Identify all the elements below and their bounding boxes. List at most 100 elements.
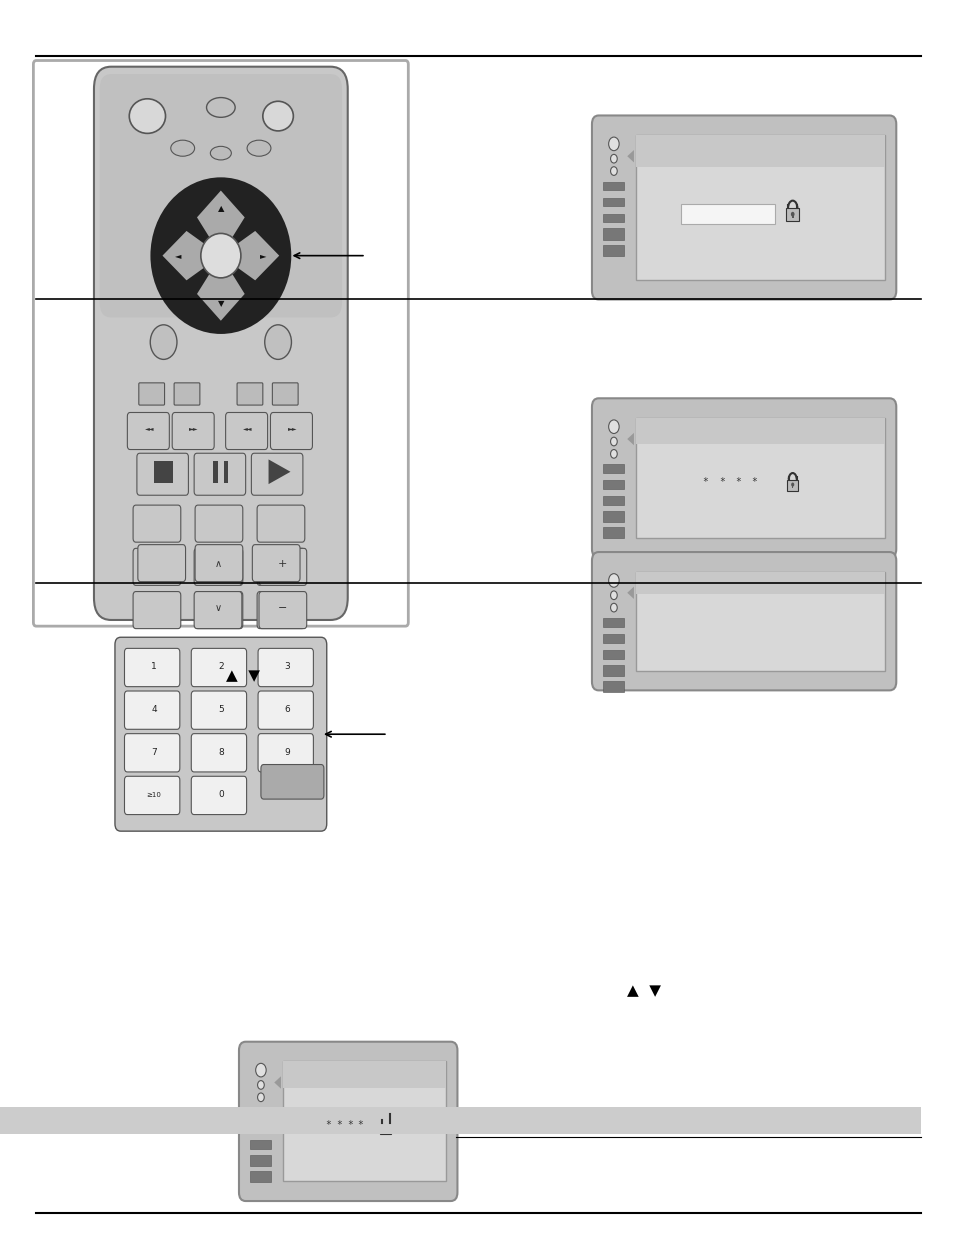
FancyBboxPatch shape (173, 383, 200, 405)
Polygon shape (196, 256, 244, 321)
Text: 1: 1 (151, 662, 157, 672)
FancyBboxPatch shape (138, 383, 164, 405)
Circle shape (610, 604, 617, 613)
Circle shape (610, 167, 617, 175)
FancyBboxPatch shape (124, 692, 179, 730)
FancyBboxPatch shape (591, 116, 896, 300)
Polygon shape (220, 231, 279, 280)
FancyBboxPatch shape (251, 453, 302, 495)
Text: 0: 0 (217, 790, 224, 799)
Ellipse shape (210, 147, 231, 161)
Bar (636, 136, 884, 167)
Circle shape (790, 483, 794, 487)
FancyBboxPatch shape (124, 648, 179, 687)
FancyBboxPatch shape (591, 552, 896, 690)
Bar (636, 417, 884, 538)
FancyBboxPatch shape (193, 453, 246, 495)
FancyBboxPatch shape (260, 764, 323, 799)
Circle shape (257, 1093, 264, 1102)
Text: ►►: ►► (190, 426, 198, 431)
FancyBboxPatch shape (256, 548, 304, 585)
Text: ◄: ◄ (174, 251, 181, 261)
FancyBboxPatch shape (99, 74, 341, 317)
Text: ▲: ▲ (217, 204, 224, 212)
Text: ▼: ▼ (217, 299, 224, 308)
Circle shape (610, 592, 617, 600)
FancyBboxPatch shape (132, 592, 180, 629)
Bar (602, 511, 624, 522)
Text: *: * (734, 477, 740, 487)
Ellipse shape (200, 233, 240, 278)
FancyBboxPatch shape (258, 548, 306, 585)
FancyBboxPatch shape (124, 777, 179, 815)
Bar (602, 618, 624, 626)
Text: 7: 7 (151, 747, 157, 757)
FancyBboxPatch shape (225, 412, 267, 450)
Bar (602, 228, 624, 240)
FancyBboxPatch shape (256, 592, 304, 629)
Text: 3: 3 (284, 662, 291, 672)
FancyBboxPatch shape (137, 545, 185, 582)
Text: 6: 6 (284, 705, 291, 714)
Circle shape (150, 325, 177, 359)
Circle shape (384, 1126, 387, 1130)
Bar (456, 1107, 920, 1134)
Circle shape (608, 137, 618, 151)
Text: *: * (718, 477, 724, 487)
Circle shape (610, 154, 617, 163)
Bar (791, 484, 793, 488)
Bar (0, 1107, 456, 1134)
Polygon shape (627, 587, 633, 599)
Bar (636, 417, 884, 445)
FancyBboxPatch shape (137, 453, 188, 495)
FancyBboxPatch shape (252, 545, 299, 582)
FancyBboxPatch shape (127, 412, 170, 450)
Text: ►►: ►► (288, 426, 296, 431)
Ellipse shape (152, 179, 290, 332)
FancyBboxPatch shape (33, 61, 408, 626)
Text: +: + (278, 559, 287, 569)
Text: ◄◄: ◄◄ (243, 426, 252, 431)
Bar (602, 214, 624, 222)
Ellipse shape (129, 99, 165, 133)
FancyBboxPatch shape (93, 67, 347, 620)
Bar (384, 1128, 386, 1131)
FancyBboxPatch shape (258, 592, 306, 629)
FancyBboxPatch shape (271, 412, 312, 450)
FancyBboxPatch shape (191, 692, 246, 730)
Bar (636, 136, 884, 280)
Bar (250, 1140, 272, 1149)
FancyBboxPatch shape (257, 734, 313, 772)
FancyBboxPatch shape (191, 734, 246, 772)
Text: 5: 5 (217, 705, 224, 714)
Text: *: * (702, 477, 708, 487)
Bar (602, 464, 624, 473)
FancyBboxPatch shape (273, 383, 297, 405)
Bar (786, 479, 798, 490)
Bar (602, 682, 624, 692)
Text: *: * (750, 477, 757, 487)
FancyBboxPatch shape (191, 648, 246, 687)
Text: *: * (357, 1120, 363, 1130)
FancyBboxPatch shape (132, 505, 180, 542)
FancyBboxPatch shape (257, 692, 313, 730)
Bar (250, 1155, 272, 1166)
Bar (602, 527, 624, 538)
Polygon shape (162, 231, 220, 280)
Bar (636, 572, 884, 671)
Circle shape (255, 1063, 266, 1077)
Bar (679, 204, 775, 224)
Polygon shape (627, 433, 633, 446)
Text: *: * (325, 1120, 331, 1130)
Bar (636, 572, 884, 594)
Bar (250, 1124, 272, 1132)
Bar (602, 245, 624, 256)
FancyBboxPatch shape (194, 548, 242, 585)
FancyBboxPatch shape (191, 777, 246, 815)
FancyBboxPatch shape (132, 548, 180, 585)
Text: *: * (347, 1120, 353, 1130)
Bar (602, 650, 624, 659)
Bar (153, 461, 172, 483)
Text: 8: 8 (217, 747, 224, 757)
Bar (250, 1171, 272, 1182)
